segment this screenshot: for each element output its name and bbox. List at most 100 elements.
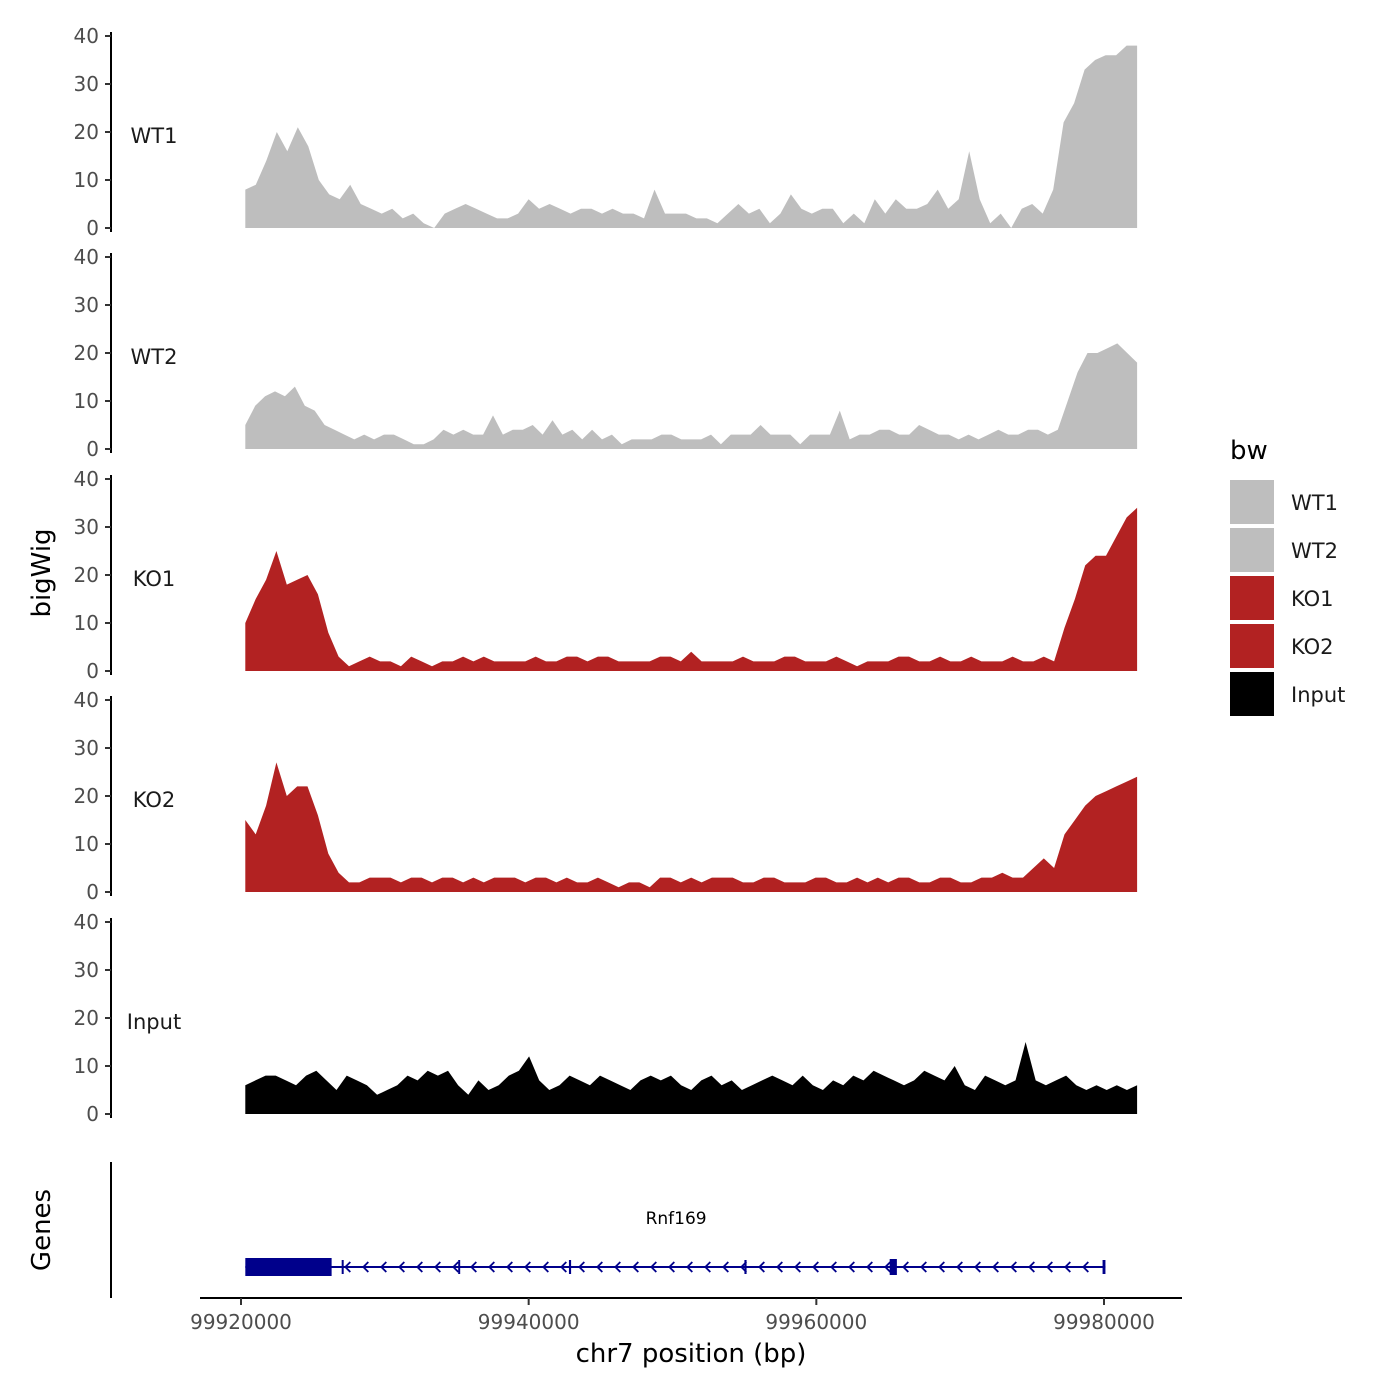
- strand-arrow: [344, 1261, 351, 1273]
- x-axis: 99920000 99940000 99960000 99980000 chr7 po…: [190, 1297, 1182, 1369]
- strand-arrow: [560, 1261, 567, 1273]
- strand-arrow: [542, 1261, 549, 1273]
- y-axis-title: bigWig: [27, 528, 57, 617]
- strand-arrow: [848, 1261, 855, 1273]
- strand-arrow: [578, 1261, 585, 1273]
- legend-label-input: Input: [1291, 683, 1345, 707]
- y-tick-label: 0: [86, 216, 99, 240]
- strand-arrow: [938, 1261, 945, 1273]
- strand-arrow: [686, 1261, 693, 1273]
- strand-arrow: [902, 1261, 909, 1273]
- strand-arrow: [794, 1261, 801, 1273]
- track-ko2: 0 10 20 30 40 KO2: [74, 688, 1138, 904]
- strand-arrow: [920, 1261, 927, 1273]
- gene-exon: [744, 1260, 747, 1274]
- y-tick-label: 10: [74, 611, 99, 635]
- strand-arrow: [506, 1261, 513, 1273]
- y-tick-label: 0: [86, 1102, 99, 1126]
- track-input: 0 10 20 30 40 Input: [74, 910, 1138, 1126]
- y-tick-label: 0: [86, 659, 99, 683]
- strand-arrow: [830, 1261, 837, 1273]
- strand-arrow: [1064, 1261, 1071, 1273]
- y-tick-label: 20: [74, 784, 99, 808]
- track-ko1: 0 10 20 30 40 KO1: [74, 467, 1138, 683]
- y-tick-label: 20: [74, 1006, 99, 1030]
- y-tick-label: 10: [74, 389, 99, 413]
- y-tick-label: 20: [74, 341, 99, 365]
- coverage-tracks: 0 10 20 30 40 WT1 0 10 20 30 40 WT2 0 10 20 30 40 KO1 0 10 2…: [74, 24, 1138, 1126]
- strand-arrow: [632, 1261, 639, 1273]
- legend-label-wt1: WT1: [1291, 491, 1338, 515]
- gene-model-rnf169: [245, 1258, 1106, 1276]
- strand-arrow: [470, 1261, 477, 1273]
- strand-arrow: [668, 1261, 675, 1273]
- coverage-area-ko2: [245, 762, 1138, 892]
- track-label-ko2: KO2: [133, 788, 176, 812]
- strand-arrow: [650, 1261, 657, 1273]
- x-axis-title: chr7 position (bp): [576, 1339, 807, 1369]
- gene-name-label: Rnf169: [646, 1209, 707, 1229]
- strand-arrow: [596, 1261, 603, 1273]
- legend-key-ko2: [1230, 624, 1274, 668]
- y-tick-label: 30: [74, 958, 99, 982]
- y-tick-label: 10: [74, 832, 99, 856]
- strand-arrow: [884, 1261, 891, 1273]
- strand-arrow: [416, 1261, 423, 1273]
- legend-label-ko1: KO1: [1291, 587, 1334, 611]
- track-wt2: 0 10 20 30 40 WT2: [74, 245, 1138, 461]
- strand-arrow: [866, 1261, 873, 1273]
- strand-arrow: [452, 1261, 459, 1273]
- y-tick-label: 30: [74, 515, 99, 539]
- x-tick-label: 99960000: [765, 1310, 867, 1334]
- strand-arrow: [1028, 1261, 1035, 1273]
- gene-track: Genes Rnf169: [27, 1162, 1106, 1298]
- legend: bw WT1 WT2 KO1 KO2 Input: [1230, 436, 1345, 716]
- legend-label-wt2: WT2: [1291, 539, 1338, 563]
- strand-arrow: [1010, 1261, 1017, 1273]
- strand-arrow: [956, 1261, 963, 1273]
- y-tick-label: 40: [74, 467, 99, 491]
- y-tick-label: 10: [74, 1054, 99, 1078]
- coverage-area-wt1: [245, 45, 1138, 228]
- y-tick-label: 30: [74, 293, 99, 317]
- legend-key-wt2: [1230, 528, 1274, 572]
- strand-arrow: [1046, 1261, 1053, 1273]
- strand-arrow: [1082, 1261, 1089, 1273]
- gene-exon: [245, 1258, 332, 1276]
- strand-arrow: [524, 1261, 531, 1273]
- track-label-input: Input: [127, 1010, 181, 1034]
- y-tick-label: 40: [74, 910, 99, 934]
- coverage-area-wt2: [245, 343, 1138, 449]
- strand-arrow: [992, 1261, 999, 1273]
- y-tick-label: 30: [74, 736, 99, 760]
- y-tick-label: 40: [74, 24, 99, 48]
- track-label-ko1: KO1: [133, 567, 176, 591]
- coverage-area-input: [245, 1042, 1138, 1114]
- x-tick-label: 99920000: [190, 1310, 292, 1334]
- strand-arrow: [434, 1261, 441, 1273]
- x-axis-ticks: 99920000 99940000 99960000 99980000: [190, 1298, 1155, 1334]
- y-tick-label: 0: [86, 437, 99, 461]
- track-label-wt1: WT1: [131, 124, 178, 148]
- strand-arrow: [704, 1261, 711, 1273]
- legend-key-input: [1230, 672, 1274, 716]
- legend-key-ko1: [1230, 576, 1274, 620]
- gene-exon: [1102, 1260, 1106, 1274]
- gene-exon: [568, 1260, 572, 1274]
- gene-exon: [889, 1259, 897, 1275]
- y-tick-label: 10: [74, 168, 99, 192]
- strand-arrow: [776, 1261, 783, 1273]
- gene-exon: [341, 1260, 344, 1274]
- strand-arrow: [614, 1261, 621, 1273]
- x-tick-label: 99980000: [1053, 1310, 1155, 1334]
- y-tick-label: 20: [74, 120, 99, 144]
- legend-label-ko2: KO2: [1291, 635, 1334, 659]
- gene-exon: [458, 1260, 461, 1274]
- genes-label: Genes: [27, 1189, 57, 1271]
- strand-arrow: [362, 1261, 369, 1273]
- strand-arrow: [488, 1261, 495, 1273]
- strand-arrow: [380, 1261, 387, 1273]
- strand-arrow: [974, 1261, 981, 1273]
- track-label-wt2: WT2: [131, 345, 178, 369]
